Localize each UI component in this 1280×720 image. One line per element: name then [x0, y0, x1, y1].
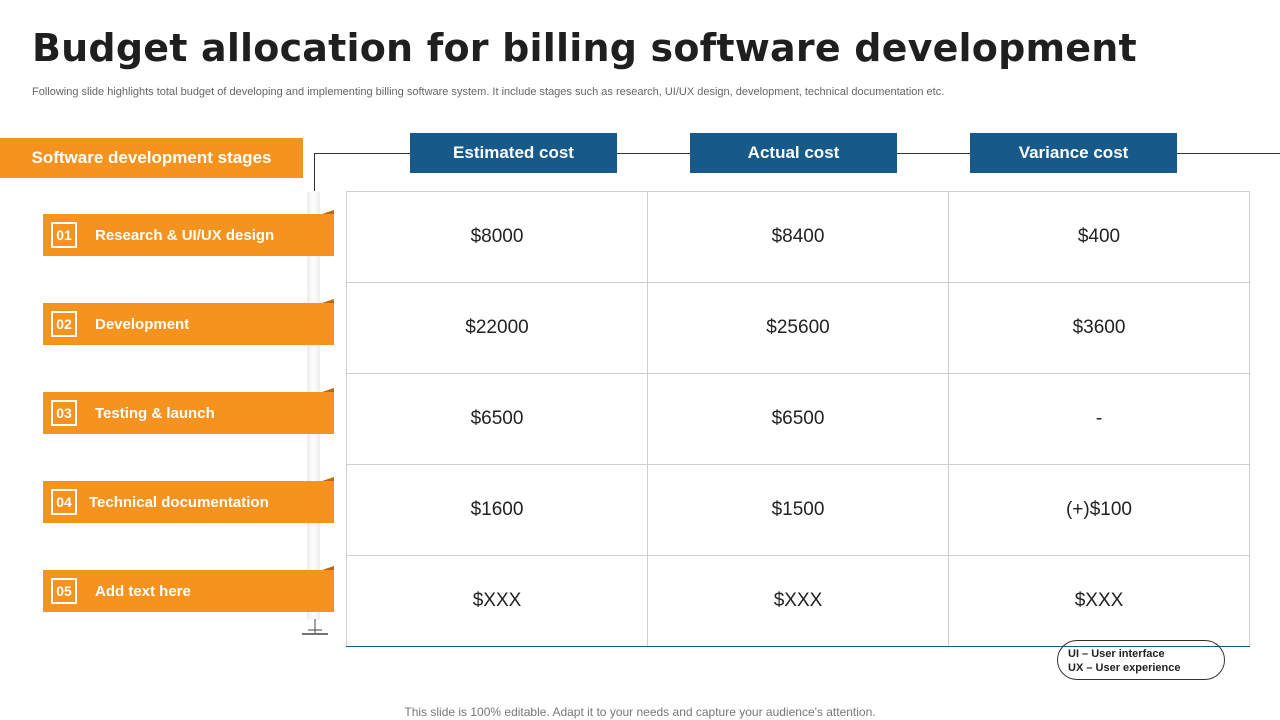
connector-drop	[314, 153, 315, 191]
table-cell-actual: $25600	[647, 282, 949, 374]
table-row: $22000 $25600 $3600	[346, 282, 1250, 374]
abbreviation-note: UI – User interface UX – User experience	[1057, 640, 1225, 680]
note-line-ui: UI – User interface	[1068, 648, 1165, 660]
table-cell-actual: $1500	[647, 464, 949, 556]
footer-note: This slide is 100% editable. Adapt it to…	[404, 705, 876, 719]
column-header-variance: Variance cost	[970, 133, 1177, 173]
stage-item-documentation: 04 Technical documentation	[43, 477, 334, 523]
table-row: $6500 $6500 -	[346, 373, 1250, 465]
stage-number: 02	[51, 311, 77, 337]
table-cell-actual: $XXX	[647, 555, 949, 647]
table-cell-variance: -	[948, 373, 1250, 465]
stage-item-testing: 03 Testing & launch	[43, 388, 334, 434]
stage-number: 04	[51, 489, 77, 515]
note-line-ux: UX – User experience	[1068, 662, 1181, 674]
stage-number: 05	[51, 578, 77, 604]
stage-number: 03	[51, 400, 77, 426]
stage-label: Add text here	[95, 582, 191, 600]
table-row: $XXX $XXX $XXX	[346, 555, 1250, 647]
stage-fold	[322, 299, 334, 303]
slide-subtitle: Following slide highlights total budget …	[32, 86, 945, 98]
table-cell-variance: (+)$100	[948, 464, 1250, 556]
stage-item-development: 02 Development	[43, 299, 334, 345]
table-cell-variance: $400	[948, 191, 1250, 283]
table-row: $1600 $1500 (+)$100	[346, 464, 1250, 556]
slide-title: Budget allocation for billing software d…	[32, 26, 1137, 70]
table-cell-estimated: $6500	[346, 373, 648, 465]
stage-fold	[322, 388, 334, 392]
rail-stand	[302, 619, 328, 635]
stage-number: 01	[51, 222, 77, 248]
stage-item-research: 01 Research & UI/UX design	[43, 210, 334, 256]
table-cell-actual: $8400	[647, 191, 949, 283]
table-cell-actual: $6500	[647, 373, 949, 465]
stage-fold	[322, 566, 334, 570]
table-cell-variance: $XXX	[948, 555, 1250, 647]
stage-label: Technical documentation	[89, 493, 269, 511]
stages-header: Software development stages	[0, 138, 303, 178]
table-cell-variance: $3600	[948, 282, 1250, 374]
stage-fold	[322, 477, 334, 481]
column-header-estimated: Estimated cost	[410, 133, 617, 173]
stage-label: Research & UI/UX design	[95, 226, 275, 244]
stage-label: Development	[95, 315, 190, 333]
stage-item-add-text: 05 Add text here	[43, 566, 334, 612]
cost-table: $8000 $8400 $400 $22000 $25600 $3600 $65…	[346, 191, 1250, 647]
table-cell-estimated: $22000	[346, 282, 648, 374]
stage-label: Testing & launch	[95, 404, 215, 422]
column-header-actual: Actual cost	[690, 133, 897, 173]
table-cell-estimated: $8000	[346, 191, 648, 283]
table-cell-estimated: $1600	[346, 464, 648, 556]
stage-fold	[322, 210, 334, 214]
table-cell-estimated: $XXX	[346, 555, 648, 647]
table-row: $8000 $8400 $400	[346, 191, 1250, 283]
